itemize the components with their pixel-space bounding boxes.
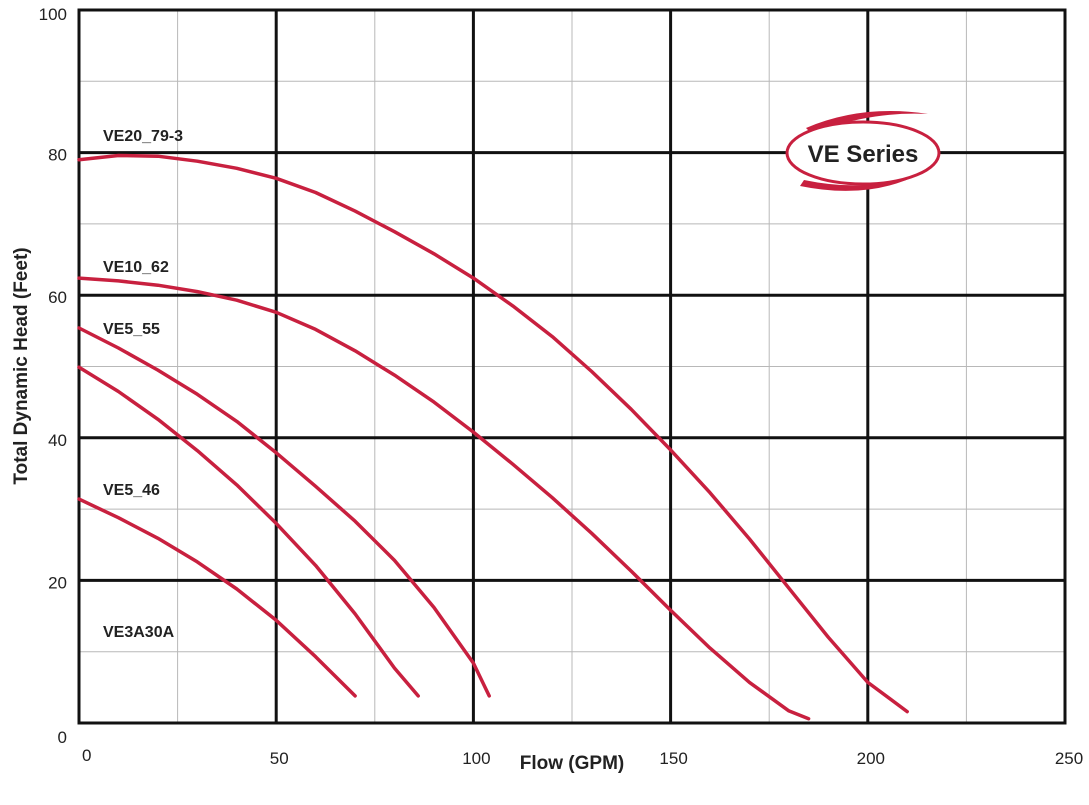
y-tick-label: 40 <box>48 431 67 450</box>
badge-ring <box>785 120 941 186</box>
y-tick-label: 20 <box>48 573 67 592</box>
series-label: VE20_79-3 <box>103 128 183 145</box>
badge-label: VE Series <box>808 141 919 168</box>
series-label: VE5_55 <box>103 321 160 338</box>
x-tick-label: 250 <box>1055 749 1083 768</box>
x-tick-label: 100 <box>462 749 490 768</box>
pump-curve-ve10-62 <box>77 276 811 721</box>
x-tick-label: 200 <box>857 749 885 768</box>
x-tick-label: 0 <box>82 746 91 765</box>
x-axis-title: Flow (GPM) <box>520 753 624 774</box>
ve-series-badge: VE Series <box>785 111 941 191</box>
pump-curves <box>77 153 909 721</box>
y-tick-labels: 0 20 40 60 80 100 <box>39 5 67 747</box>
x-tick-label: 50 <box>270 749 289 768</box>
series-label: VE10_62 <box>103 259 169 276</box>
series-labels: VE20_79-3 VE10_62 VE5_55 VE5_46 VE3A30A <box>103 128 183 641</box>
pump-curve-ve5-46 <box>77 365 420 698</box>
series-label: VE3A30A <box>103 624 175 641</box>
series-label: VE5_46 <box>103 482 160 499</box>
y-tick-label: 60 <box>48 288 67 307</box>
y-tick-label: 100 <box>39 5 67 24</box>
badge-swoosh-bottom <box>800 174 920 191</box>
minor-grid <box>79 10 1065 723</box>
pump-curve-ve5-55 <box>77 326 491 698</box>
y-tick-label: 80 <box>48 146 67 165</box>
pump-curve-ve3a30a <box>77 497 357 698</box>
pump-curve-ve20-79-3 <box>77 153 909 714</box>
x-tick-labels: 0 50 100 150 200 250 <box>82 746 1083 768</box>
y-tick-label: 0 <box>58 728 67 747</box>
y-axis-title: Total Dynamic Head (Feet) <box>11 247 32 484</box>
badge-swoosh-top <box>806 111 928 134</box>
x-tick-label: 150 <box>659 749 687 768</box>
